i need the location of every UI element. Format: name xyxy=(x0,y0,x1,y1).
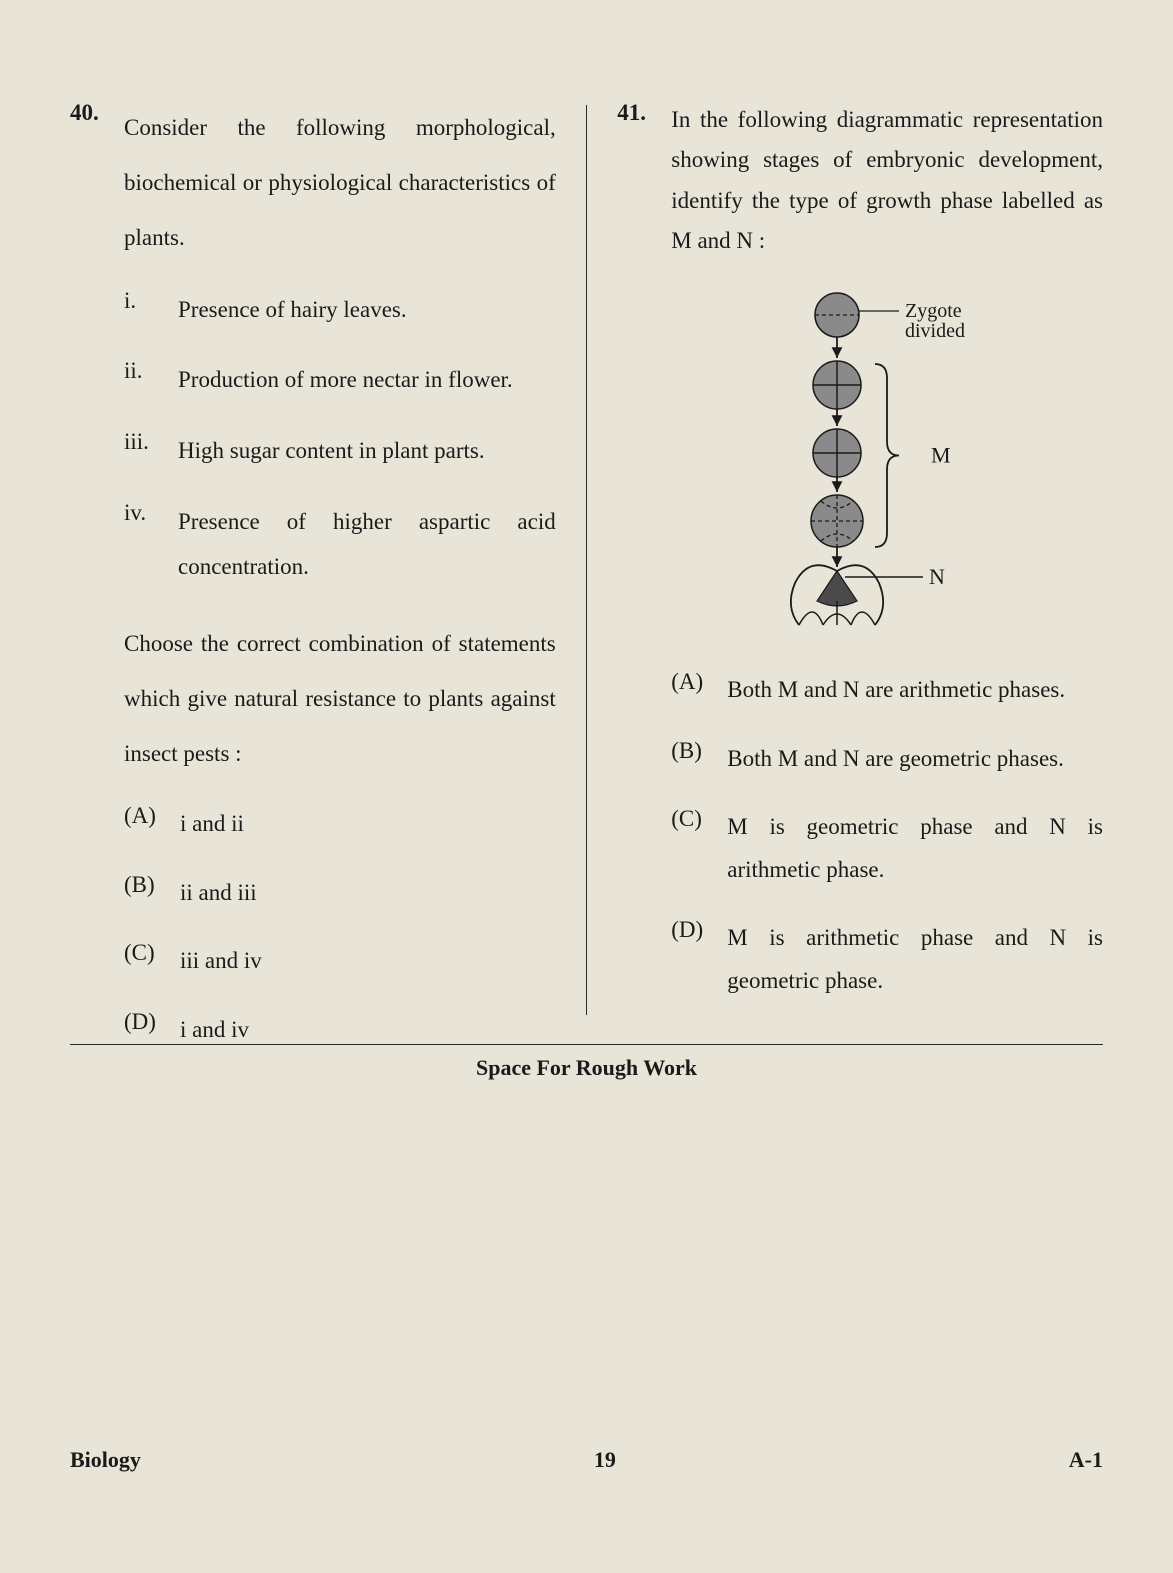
roman-label: ii. xyxy=(124,358,162,403)
left-column: 40. Consider the following morphological… xyxy=(70,100,556,1030)
option-text: iii and iv xyxy=(180,940,556,983)
option-text: i and ii xyxy=(180,803,556,846)
options-list: (A) i and ii (B) ii and iii (C) iii and … xyxy=(124,803,556,1051)
option-text: Both M and N are arithmetic phases. xyxy=(727,669,1103,712)
list-item: (A) Both M and N are arithmetic phases. xyxy=(671,669,1103,712)
question-41: 41. In the following diagrammatic repres… xyxy=(617,100,1103,1028)
footer-page-number: 19 xyxy=(594,1447,616,1473)
option-text: Both M and N are geometric phases. xyxy=(727,738,1103,781)
question-body: Consider the following morphological, bi… xyxy=(124,100,556,1078)
roman-text: Production of more nectar in flower. xyxy=(178,358,556,403)
option-label: (B) xyxy=(124,872,166,915)
question-number: 40. xyxy=(70,100,110,1078)
option-text: i and iv xyxy=(180,1009,556,1052)
option-text: M is arithmetic phase and N is geometric… xyxy=(727,917,1103,1002)
option-text: ii and iii xyxy=(180,872,556,915)
option-label: (D) xyxy=(671,917,713,1002)
roman-label: i. xyxy=(124,288,162,333)
question-instruction: Choose the correct combination of statem… xyxy=(124,616,556,782)
svg-text:M: M xyxy=(931,443,951,468)
options-list: (A) Both M and N are arithmetic phases. … xyxy=(671,669,1103,1002)
roman-text: High sugar content in plant parts. xyxy=(178,429,556,474)
question-stem: Consider the following morphological, bi… xyxy=(124,100,556,266)
svg-text:Zygote: Zygote xyxy=(905,300,962,322)
footer-subject: Biology xyxy=(70,1447,141,1473)
list-item: (A) i and ii xyxy=(124,803,556,846)
option-label: (C) xyxy=(671,806,713,891)
roman-label: iii. xyxy=(124,429,162,474)
option-label: (C) xyxy=(124,940,166,983)
list-item: (B) ii and iii xyxy=(124,872,556,915)
list-item: iv. Presence of higher aspartic acid con… xyxy=(124,500,556,590)
embryo-svg: Zygotedivided M N xyxy=(727,289,1047,639)
question-body: In the following diagrammatic representa… xyxy=(671,100,1103,1028)
list-item: (D) M is arithmetic phase and N is geome… xyxy=(671,917,1103,1002)
question-40: 40. Consider the following morphological… xyxy=(70,100,556,1078)
content-columns: 40. Consider the following morphological… xyxy=(70,100,1103,1030)
embryo-diagram: Zygotedivided M N xyxy=(671,289,1103,645)
list-item: i. Presence of hairy leaves. xyxy=(124,288,556,333)
option-label: (D) xyxy=(124,1009,166,1052)
option-label: (A) xyxy=(671,669,713,712)
svg-text:divided: divided xyxy=(905,320,965,342)
question-stem: In the following diagrammatic representa… xyxy=(671,100,1103,261)
option-text: M is geometric phase and N is arithmetic… xyxy=(727,806,1103,891)
list-item: (D) i and iv xyxy=(124,1009,556,1052)
roman-text: Presence of hairy leaves. xyxy=(178,288,556,333)
option-label: (B) xyxy=(671,738,713,781)
list-item: ii. Production of more nectar in flower. xyxy=(124,358,556,403)
roman-label: iv. xyxy=(124,500,162,590)
list-item: (C) iii and iv xyxy=(124,940,556,983)
list-item: iii. High sugar content in plant parts. xyxy=(124,429,556,474)
roman-list: i. Presence of hairy leaves. ii. Product… xyxy=(124,288,556,590)
roman-text: Presence of higher aspartic acid concent… xyxy=(178,500,556,590)
page-footer: Biology 19 A-1 xyxy=(70,1447,1103,1473)
list-item: (C) M is geometric phase and N is arithm… xyxy=(671,806,1103,891)
list-item: (B) Both M and N are geometric phases. xyxy=(671,738,1103,781)
svg-text:N: N xyxy=(929,564,945,589)
column-divider xyxy=(586,105,588,1015)
footer-code: A-1 xyxy=(1069,1447,1103,1473)
option-label: (A) xyxy=(124,803,166,846)
question-number: 41. xyxy=(617,100,657,1028)
right-column: 41. In the following diagrammatic repres… xyxy=(617,100,1103,1030)
